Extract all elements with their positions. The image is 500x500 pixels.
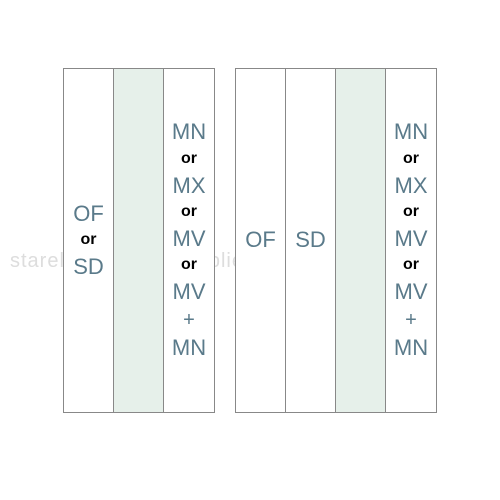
left-col-3-stack: MN or MX or MV or MV + MN (172, 119, 206, 361)
right-col-1-stack: OF (245, 227, 276, 253)
label-sd: SD (295, 227, 326, 253)
label-or: or (403, 202, 419, 223)
label-mv: MV (173, 226, 206, 252)
right-col-2: SD (286, 69, 336, 412)
label-mx: MX (173, 173, 206, 199)
label-plus: + (183, 308, 195, 332)
left-col-1-stack: OF or SD (73, 201, 104, 281)
label-mx: MX (395, 173, 428, 199)
label-mn: MN (172, 119, 206, 145)
label-or: or (181, 202, 197, 223)
left-panel: OF or SD MN or MX or MV or MV + MN (63, 68, 215, 413)
label-of: OF (245, 227, 276, 253)
right-panel: OF SD MN or MX or MV or MV + MN (235, 68, 437, 413)
left-col-3: MN or MX or MV or MV + MN (164, 69, 214, 412)
label-or: or (403, 255, 419, 276)
label-or: or (403, 149, 419, 170)
label-mv: MV (395, 279, 428, 305)
label-mv: MV (173, 279, 206, 305)
left-col-1: OF or SD (64, 69, 114, 412)
left-col-2 (114, 69, 164, 412)
right-col-4-stack: MN or MX or MV or MV + MN (394, 119, 428, 361)
label-sd: SD (73, 254, 104, 280)
label-or: or (181, 149, 197, 170)
label-of: OF (73, 201, 104, 227)
label-or: or (181, 255, 197, 276)
right-col-2-stack: SD (295, 227, 326, 253)
label-plus: + (405, 308, 417, 332)
label-mv: MV (395, 226, 428, 252)
label-or: or (81, 230, 97, 251)
right-col-4: MN or MX or MV or MV + MN (386, 69, 436, 412)
label-mn: MN (394, 335, 428, 361)
label-mn: MN (394, 119, 428, 145)
diagram-container: OF or SD MN or MX or MV or MV + MN OF (0, 0, 500, 481)
label-mn: MN (172, 335, 206, 361)
right-col-1: OF (236, 69, 286, 412)
right-col-3 (336, 69, 386, 412)
